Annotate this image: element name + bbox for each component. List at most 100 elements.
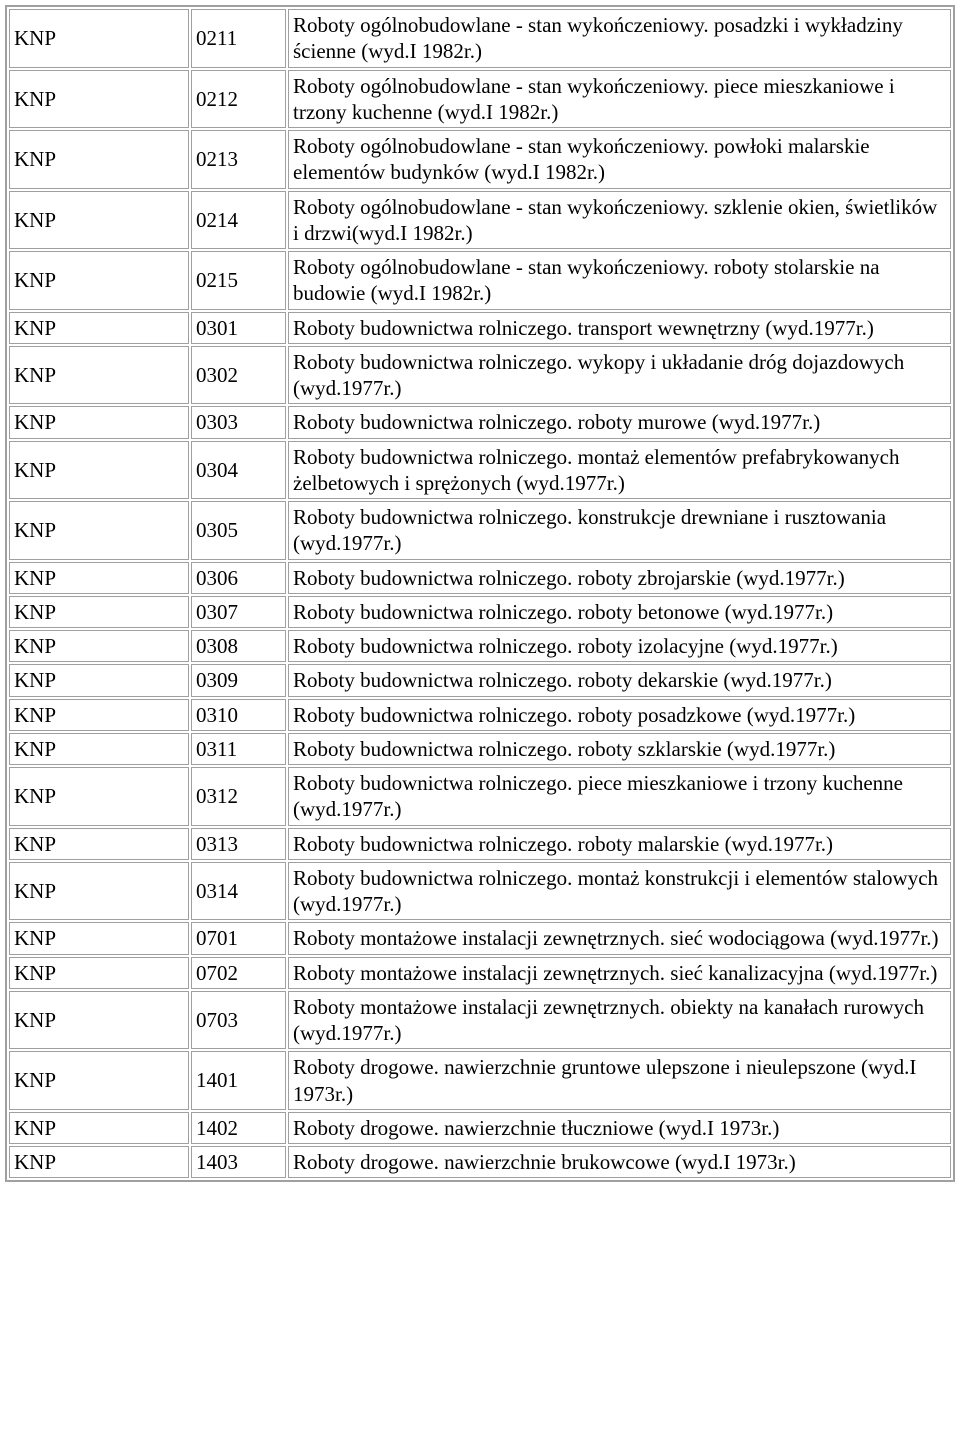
cell-code: KNP bbox=[9, 9, 189, 68]
table-row: KNP0303Roboty budownictwa rolniczego. ro… bbox=[9, 406, 951, 438]
cell-number: 0314 bbox=[191, 862, 286, 921]
cell-number: 0702 bbox=[191, 957, 286, 989]
cell-number: 1403 bbox=[191, 1146, 286, 1178]
cell-code: KNP bbox=[9, 828, 189, 860]
table-row: KNP0309Roboty budownictwa rolniczego. ro… bbox=[9, 664, 951, 696]
cell-description: Roboty drogowe. nawierzchnie tłuczniowe … bbox=[288, 1112, 951, 1144]
cell-description: Roboty drogowe. nawierzchnie gruntowe ul… bbox=[288, 1051, 951, 1110]
cell-number: 0302 bbox=[191, 346, 286, 405]
table-row: KNP0702Roboty montażowe instalacji zewnę… bbox=[9, 957, 951, 989]
cell-description: Roboty montażowe instalacji zewnętrznych… bbox=[288, 957, 951, 989]
cell-description: Roboty drogowe. nawierzchnie brukowcowe … bbox=[288, 1146, 951, 1178]
cell-description: Roboty budownictwa rolniczego. roboty ma… bbox=[288, 828, 951, 860]
cell-description: Roboty budownictwa rolniczego. wykopy i … bbox=[288, 346, 951, 405]
cell-code: KNP bbox=[9, 191, 189, 250]
table-row: KNP0305Roboty budownictwa rolniczego. ko… bbox=[9, 501, 951, 560]
cell-code: KNP bbox=[9, 251, 189, 310]
cell-number: 0311 bbox=[191, 733, 286, 765]
cell-description: Roboty ogólnobudowlane - stan wykończeni… bbox=[288, 191, 951, 250]
table-row: KNP0211Roboty ogólnobudowlane - stan wyk… bbox=[9, 9, 951, 68]
cell-description: Roboty montażowe instalacji zewnętrznych… bbox=[288, 991, 951, 1050]
table-row: KNP0701Roboty montażowe instalacji zewnę… bbox=[9, 922, 951, 954]
table-row: KNP1402Roboty drogowe. nawierzchnie tłuc… bbox=[9, 1112, 951, 1144]
cell-description: Roboty budownictwa rolniczego. roboty zb… bbox=[288, 562, 951, 594]
cell-number: 0213 bbox=[191, 130, 286, 189]
cell-code: KNP bbox=[9, 630, 189, 662]
cell-description: Roboty budownictwa rolniczego. konstrukc… bbox=[288, 501, 951, 560]
catalog-table-body: KNP0211Roboty ogólnobudowlane - stan wyk… bbox=[9, 9, 951, 1178]
table-row: KNP0312Roboty budownictwa rolniczego. pi… bbox=[9, 767, 951, 826]
table-row: KNP0313Roboty budownictwa rolniczego. ro… bbox=[9, 828, 951, 860]
cell-code: KNP bbox=[9, 922, 189, 954]
table-row: KNP0310Roboty budownictwa rolniczego. ro… bbox=[9, 699, 951, 731]
cell-code: KNP bbox=[9, 699, 189, 731]
cell-code: KNP bbox=[9, 312, 189, 344]
cell-number: 1401 bbox=[191, 1051, 286, 1110]
table-row: KNP0214Roboty ogólnobudowlane - stan wyk… bbox=[9, 191, 951, 250]
cell-number: 0303 bbox=[191, 406, 286, 438]
catalog-table: KNP0211Roboty ogólnobudowlane - stan wyk… bbox=[5, 5, 955, 1182]
cell-code: KNP bbox=[9, 562, 189, 594]
cell-code: KNP bbox=[9, 406, 189, 438]
cell-number: 0308 bbox=[191, 630, 286, 662]
cell-code: KNP bbox=[9, 767, 189, 826]
cell-code: KNP bbox=[9, 733, 189, 765]
cell-description: Roboty ogólnobudowlane - stan wykończeni… bbox=[288, 70, 951, 129]
cell-code: KNP bbox=[9, 664, 189, 696]
cell-code: KNP bbox=[9, 1051, 189, 1110]
cell-number: 0307 bbox=[191, 596, 286, 628]
cell-description: Roboty budownictwa rolniczego. montaż el… bbox=[288, 441, 951, 500]
table-row: KNP0314Roboty budownictwa rolniczego. mo… bbox=[9, 862, 951, 921]
table-row: KNP0302Roboty budownictwa rolniczego. wy… bbox=[9, 346, 951, 405]
cell-number: 0304 bbox=[191, 441, 286, 500]
cell-description: Roboty budownictwa rolniczego. roboty mu… bbox=[288, 406, 951, 438]
cell-number: 1402 bbox=[191, 1112, 286, 1144]
cell-code: KNP bbox=[9, 596, 189, 628]
table-row: KNP0703Roboty montażowe instalacji zewnę… bbox=[9, 991, 951, 1050]
cell-number: 0703 bbox=[191, 991, 286, 1050]
cell-code: KNP bbox=[9, 1112, 189, 1144]
cell-description: Roboty budownictwa rolniczego. roboty be… bbox=[288, 596, 951, 628]
cell-description: Roboty montażowe instalacji zewnętrznych… bbox=[288, 922, 951, 954]
table-row: KNP0213Roboty ogólnobudowlane - stan wyk… bbox=[9, 130, 951, 189]
cell-description: Roboty budownictwa rolniczego. roboty sz… bbox=[288, 733, 951, 765]
cell-code: KNP bbox=[9, 70, 189, 129]
cell-number: 0701 bbox=[191, 922, 286, 954]
cell-number: 0301 bbox=[191, 312, 286, 344]
cell-code: KNP bbox=[9, 501, 189, 560]
cell-description: Roboty budownictwa rolniczego. roboty iz… bbox=[288, 630, 951, 662]
cell-number: 0312 bbox=[191, 767, 286, 826]
table-row: KNP0308Roboty budownictwa rolniczego. ro… bbox=[9, 630, 951, 662]
table-row: KNP1403Roboty drogowe. nawierzchnie bruk… bbox=[9, 1146, 951, 1178]
table-row: KNP0307Roboty budownictwa rolniczego. ro… bbox=[9, 596, 951, 628]
cell-description: Roboty ogólnobudowlane - stan wykończeni… bbox=[288, 9, 951, 68]
cell-description: Roboty budownictwa rolniczego. piece mie… bbox=[288, 767, 951, 826]
cell-description: Roboty budownictwa rolniczego. roboty de… bbox=[288, 664, 951, 696]
table-row: KNP0301Roboty budownictwa rolniczego. tr… bbox=[9, 312, 951, 344]
cell-code: KNP bbox=[9, 862, 189, 921]
cell-description: Roboty ogólnobudowlane - stan wykończeni… bbox=[288, 251, 951, 310]
cell-number: 0212 bbox=[191, 70, 286, 129]
cell-number: 0214 bbox=[191, 191, 286, 250]
table-row: KNP0306Roboty budownictwa rolniczego. ro… bbox=[9, 562, 951, 594]
cell-description: Roboty budownictwa rolniczego. transport… bbox=[288, 312, 951, 344]
cell-code: KNP bbox=[9, 346, 189, 405]
cell-code: KNP bbox=[9, 991, 189, 1050]
table-row: KNP0311Roboty budownictwa rolniczego. ro… bbox=[9, 733, 951, 765]
cell-code: KNP bbox=[9, 957, 189, 989]
table-row: KNP1401Roboty drogowe. nawierzchnie grun… bbox=[9, 1051, 951, 1110]
cell-number: 0306 bbox=[191, 562, 286, 594]
cell-number: 0310 bbox=[191, 699, 286, 731]
cell-number: 0211 bbox=[191, 9, 286, 68]
table-row: KNP0212Roboty ogólnobudowlane - stan wyk… bbox=[9, 70, 951, 129]
cell-number: 0313 bbox=[191, 828, 286, 860]
cell-number: 0305 bbox=[191, 501, 286, 560]
cell-code: KNP bbox=[9, 130, 189, 189]
cell-number: 0309 bbox=[191, 664, 286, 696]
cell-description: Roboty budownictwa rolniczego. roboty po… bbox=[288, 699, 951, 731]
cell-number: 0215 bbox=[191, 251, 286, 310]
cell-code: KNP bbox=[9, 441, 189, 500]
table-row: KNP0304Roboty budownictwa rolniczego. mo… bbox=[9, 441, 951, 500]
table-row: KNP0215Roboty ogólnobudowlane - stan wyk… bbox=[9, 251, 951, 310]
cell-code: KNP bbox=[9, 1146, 189, 1178]
